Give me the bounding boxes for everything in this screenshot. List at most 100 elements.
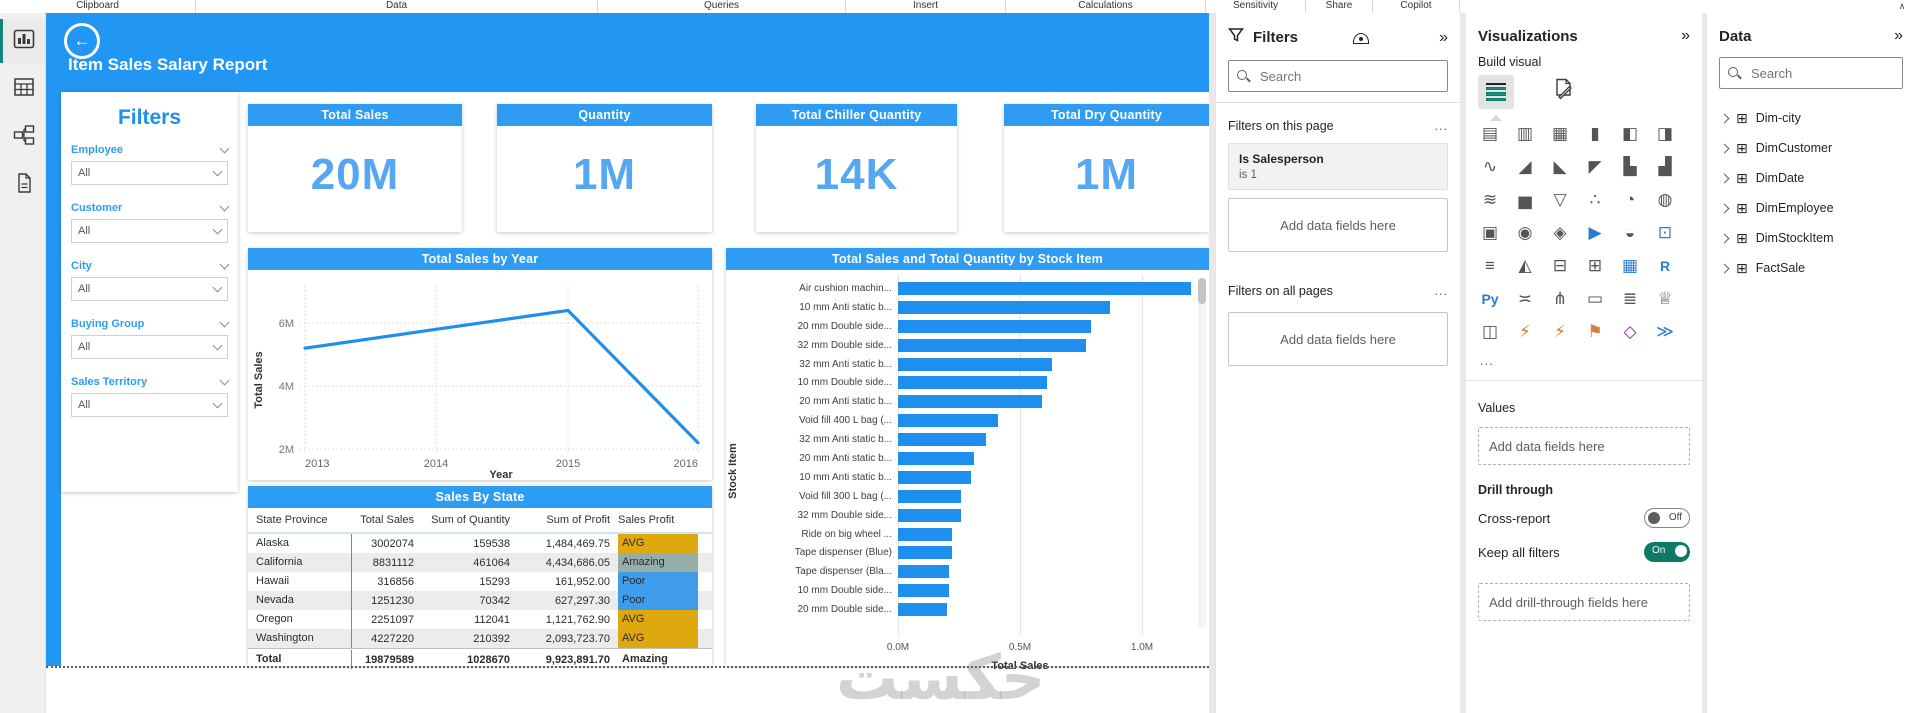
bar[interactable]: [898, 300, 1110, 314]
data-table-item-factsale[interactable]: ⊞ FactSale: [1713, 253, 1909, 283]
keep-all-filters-toggle[interactable]: On: [1644, 542, 1690, 562]
bar[interactable]: [898, 584, 949, 598]
metrics-icon[interactable]: ♕: [1657, 289, 1673, 308]
filters-on-page-more-button[interactable]: ...: [1434, 119, 1448, 133]
values-dropzone[interactable]: Add data fields here: [1478, 427, 1690, 465]
data-search-box[interactable]: [1719, 57, 1903, 89]
table-view-button[interactable]: [0, 67, 45, 111]
slicer-dropdown[interactable]: All: [71, 161, 228, 185]
power-bi-quick-slicer-icon[interactable]: ⚡: [1554, 322, 1566, 341]
slicer-dropdown[interactable]: All: [71, 277, 228, 301]
bar[interactable]: [898, 395, 1042, 409]
table-row[interactable]: Nevada 1251230 70342 627,297.30 Poor: [248, 591, 712, 610]
parameters-icon[interactable]: ≍: [1517, 289, 1533, 308]
bar[interactable]: [898, 546, 952, 560]
filters-all-pages-more-button[interactable]: ...: [1434, 284, 1448, 298]
decomposition-tree-icon[interactable]: ⋔: [1552, 289, 1568, 308]
chevron-down-icon[interactable]: [219, 201, 230, 212]
chevron-right-icon[interactable]: [1719, 173, 1730, 183]
power-automate-icon[interactable]: ≫: [1656, 322, 1674, 341]
slicer-icon[interactable]: ⊟: [1552, 256, 1568, 275]
bar[interactable]: [898, 527, 952, 541]
scatter-chart-icon[interactable]: ∴: [1589, 190, 1601, 209]
ribbon-chart-icon[interactable]: ≋: [1482, 190, 1498, 209]
100-stacked-column-chart-icon[interactable]: ◨: [1656, 124, 1674, 143]
stacked-column-chart-icon[interactable]: ▥: [1516, 124, 1534, 143]
python-script-icon[interactable]: Py: [1481, 291, 1499, 307]
cross-report-toggle[interactable]: Off: [1644, 508, 1690, 528]
build-visual-tab[interactable]: [1478, 75, 1514, 121]
qa-icon[interactable]: ▭: [1586, 289, 1604, 308]
stacked-area-chart-icon[interactable]: ◣: [1553, 157, 1567, 176]
format-visual-tab[interactable]: [1546, 75, 1582, 109]
donut-chart-icon[interactable]: ◍: [1657, 190, 1673, 209]
azure-map-icon[interactable]: ▶: [1588, 223, 1602, 242]
bar[interactable]: [898, 376, 1047, 390]
add-data-fields-dropzone-all[interactable]: Add data fields here: [1228, 312, 1448, 366]
eye-icon[interactable]: [1353, 32, 1370, 44]
data-table-item-dim-city[interactable]: ⊞ Dim-city: [1713, 103, 1909, 133]
chevron-right-icon[interactable]: [1719, 203, 1730, 213]
bar[interactable]: [898, 433, 986, 447]
chevron-down-icon[interactable]: [219, 317, 230, 328]
table-row[interactable]: Alaska 3002074 159538 1,484,469.75 AVG: [248, 534, 712, 553]
chevron-down-icon[interactable]: [219, 143, 230, 154]
line-stacked-column-chart-icon[interactable]: ▙: [1623, 157, 1637, 176]
bar[interactable]: [898, 603, 947, 617]
power-apps-icon[interactable]: ◇: [1623, 322, 1637, 341]
table-row[interactable]: Hawaii 316856 15293 161,952.00 Poor: [248, 572, 712, 591]
bar[interactable]: [898, 565, 949, 579]
visualizations-pane-collapse-icon[interactable]: [1681, 27, 1690, 45]
slicer-dropdown[interactable]: All: [71, 335, 228, 359]
bar-chart-visual[interactable]: Total Sales and Total Quantity by Stock …: [726, 248, 1209, 672]
line-chart-visual[interactable]: Total Sales by Year 6M 4M 2M 2013 2014 2015 20…: [248, 248, 712, 481]
chevron-right-icon[interactable]: [1719, 233, 1730, 243]
line-chart-icon[interactable]: ∿: [1482, 157, 1498, 176]
filters-slicer-panel[interactable]: Filters Employee All Customer All City All Buy…: [61, 92, 238, 492]
chevron-down-icon[interactable]: [219, 375, 230, 386]
slicer-dropdown[interactable]: All: [71, 393, 228, 417]
bar[interactable]: [898, 319, 1091, 333]
map-icon[interactable]: ◉: [1517, 223, 1533, 242]
kpi-card-total-sales[interactable]: Total Sales 20M: [248, 104, 462, 232]
kpi-card-total-chiller-quantity[interactable]: Total Chiller Quantity 14K: [756, 104, 957, 232]
clustered-bar-chart-icon[interactable]: ▦: [1551, 124, 1569, 143]
kpi-card-quantity[interactable]: Quantity 1M: [497, 104, 712, 232]
pie-chart-icon[interactable]: ◔: [1624, 190, 1636, 209]
filled-map-icon[interactable]: ◈: [1553, 223, 1567, 242]
report-view-button[interactable]: [0, 19, 45, 63]
100-stacked-area-chart-icon[interactable]: ◤: [1588, 157, 1602, 176]
bar[interactable]: [898, 508, 961, 522]
smart-narrative-icon[interactable]: ≣: [1622, 289, 1638, 308]
chevron-down-icon[interactable]: [219, 259, 230, 270]
bar[interactable]: [898, 489, 961, 503]
area-chart-icon[interactable]: ◢: [1518, 157, 1532, 176]
model-view-button[interactable]: [0, 115, 45, 159]
chevron-right-icon[interactable]: [1719, 143, 1730, 153]
stacked-bar-chart-icon[interactable]: ▤: [1481, 124, 1499, 143]
bar-chart-scrollbar-track[interactable]: [1198, 278, 1206, 628]
bar[interactable]: [898, 281, 1191, 295]
kpi-icon[interactable]: ◭: [1518, 256, 1532, 275]
paginated-report-icon[interactable]: ◫: [1481, 322, 1499, 341]
funnel-chart-icon[interactable]: ▽: [1553, 190, 1567, 209]
table-row[interactable]: Oregon 2251097 112041 1,121,762.90 AVG: [248, 610, 712, 629]
multi-row-card-icon[interactable]: ≡: [1485, 256, 1495, 275]
bar[interactable]: [898, 470, 971, 484]
filter-card-is-salesperson[interactable]: Is Salesperson is 1: [1228, 143, 1448, 190]
chevron-right-icon[interactable]: [1719, 263, 1730, 273]
matrix-icon[interactable]: ▦: [1621, 256, 1639, 275]
filters-pane-collapse-icon[interactable]: [1439, 29, 1448, 47]
bar-chart-scrollbar-thumb[interactable]: [1198, 278, 1206, 304]
back-button[interactable]: [64, 23, 100, 59]
data-search-input[interactable]: [1749, 64, 1893, 82]
clustered-column-chart-icon[interactable]: ▮: [1590, 124, 1600, 143]
data-table-item-dimcustomer[interactable]: ⊞ DimCustomer: [1713, 133, 1909, 163]
waterfall-chart-icon[interactable]: ▅: [1518, 190, 1532, 209]
table-row[interactable]: California 8831112 461064 4,434,686.05 Amazi…: [248, 553, 712, 572]
r-script-icon[interactable]: R: [1659, 258, 1671, 274]
slicer-dropdown[interactable]: All: [71, 219, 228, 243]
filters-search-input[interactable]: [1258, 67, 1402, 85]
treemap-icon[interactable]: ▣: [1481, 223, 1499, 242]
dax-query-view-button[interactable]: [0, 163, 45, 207]
